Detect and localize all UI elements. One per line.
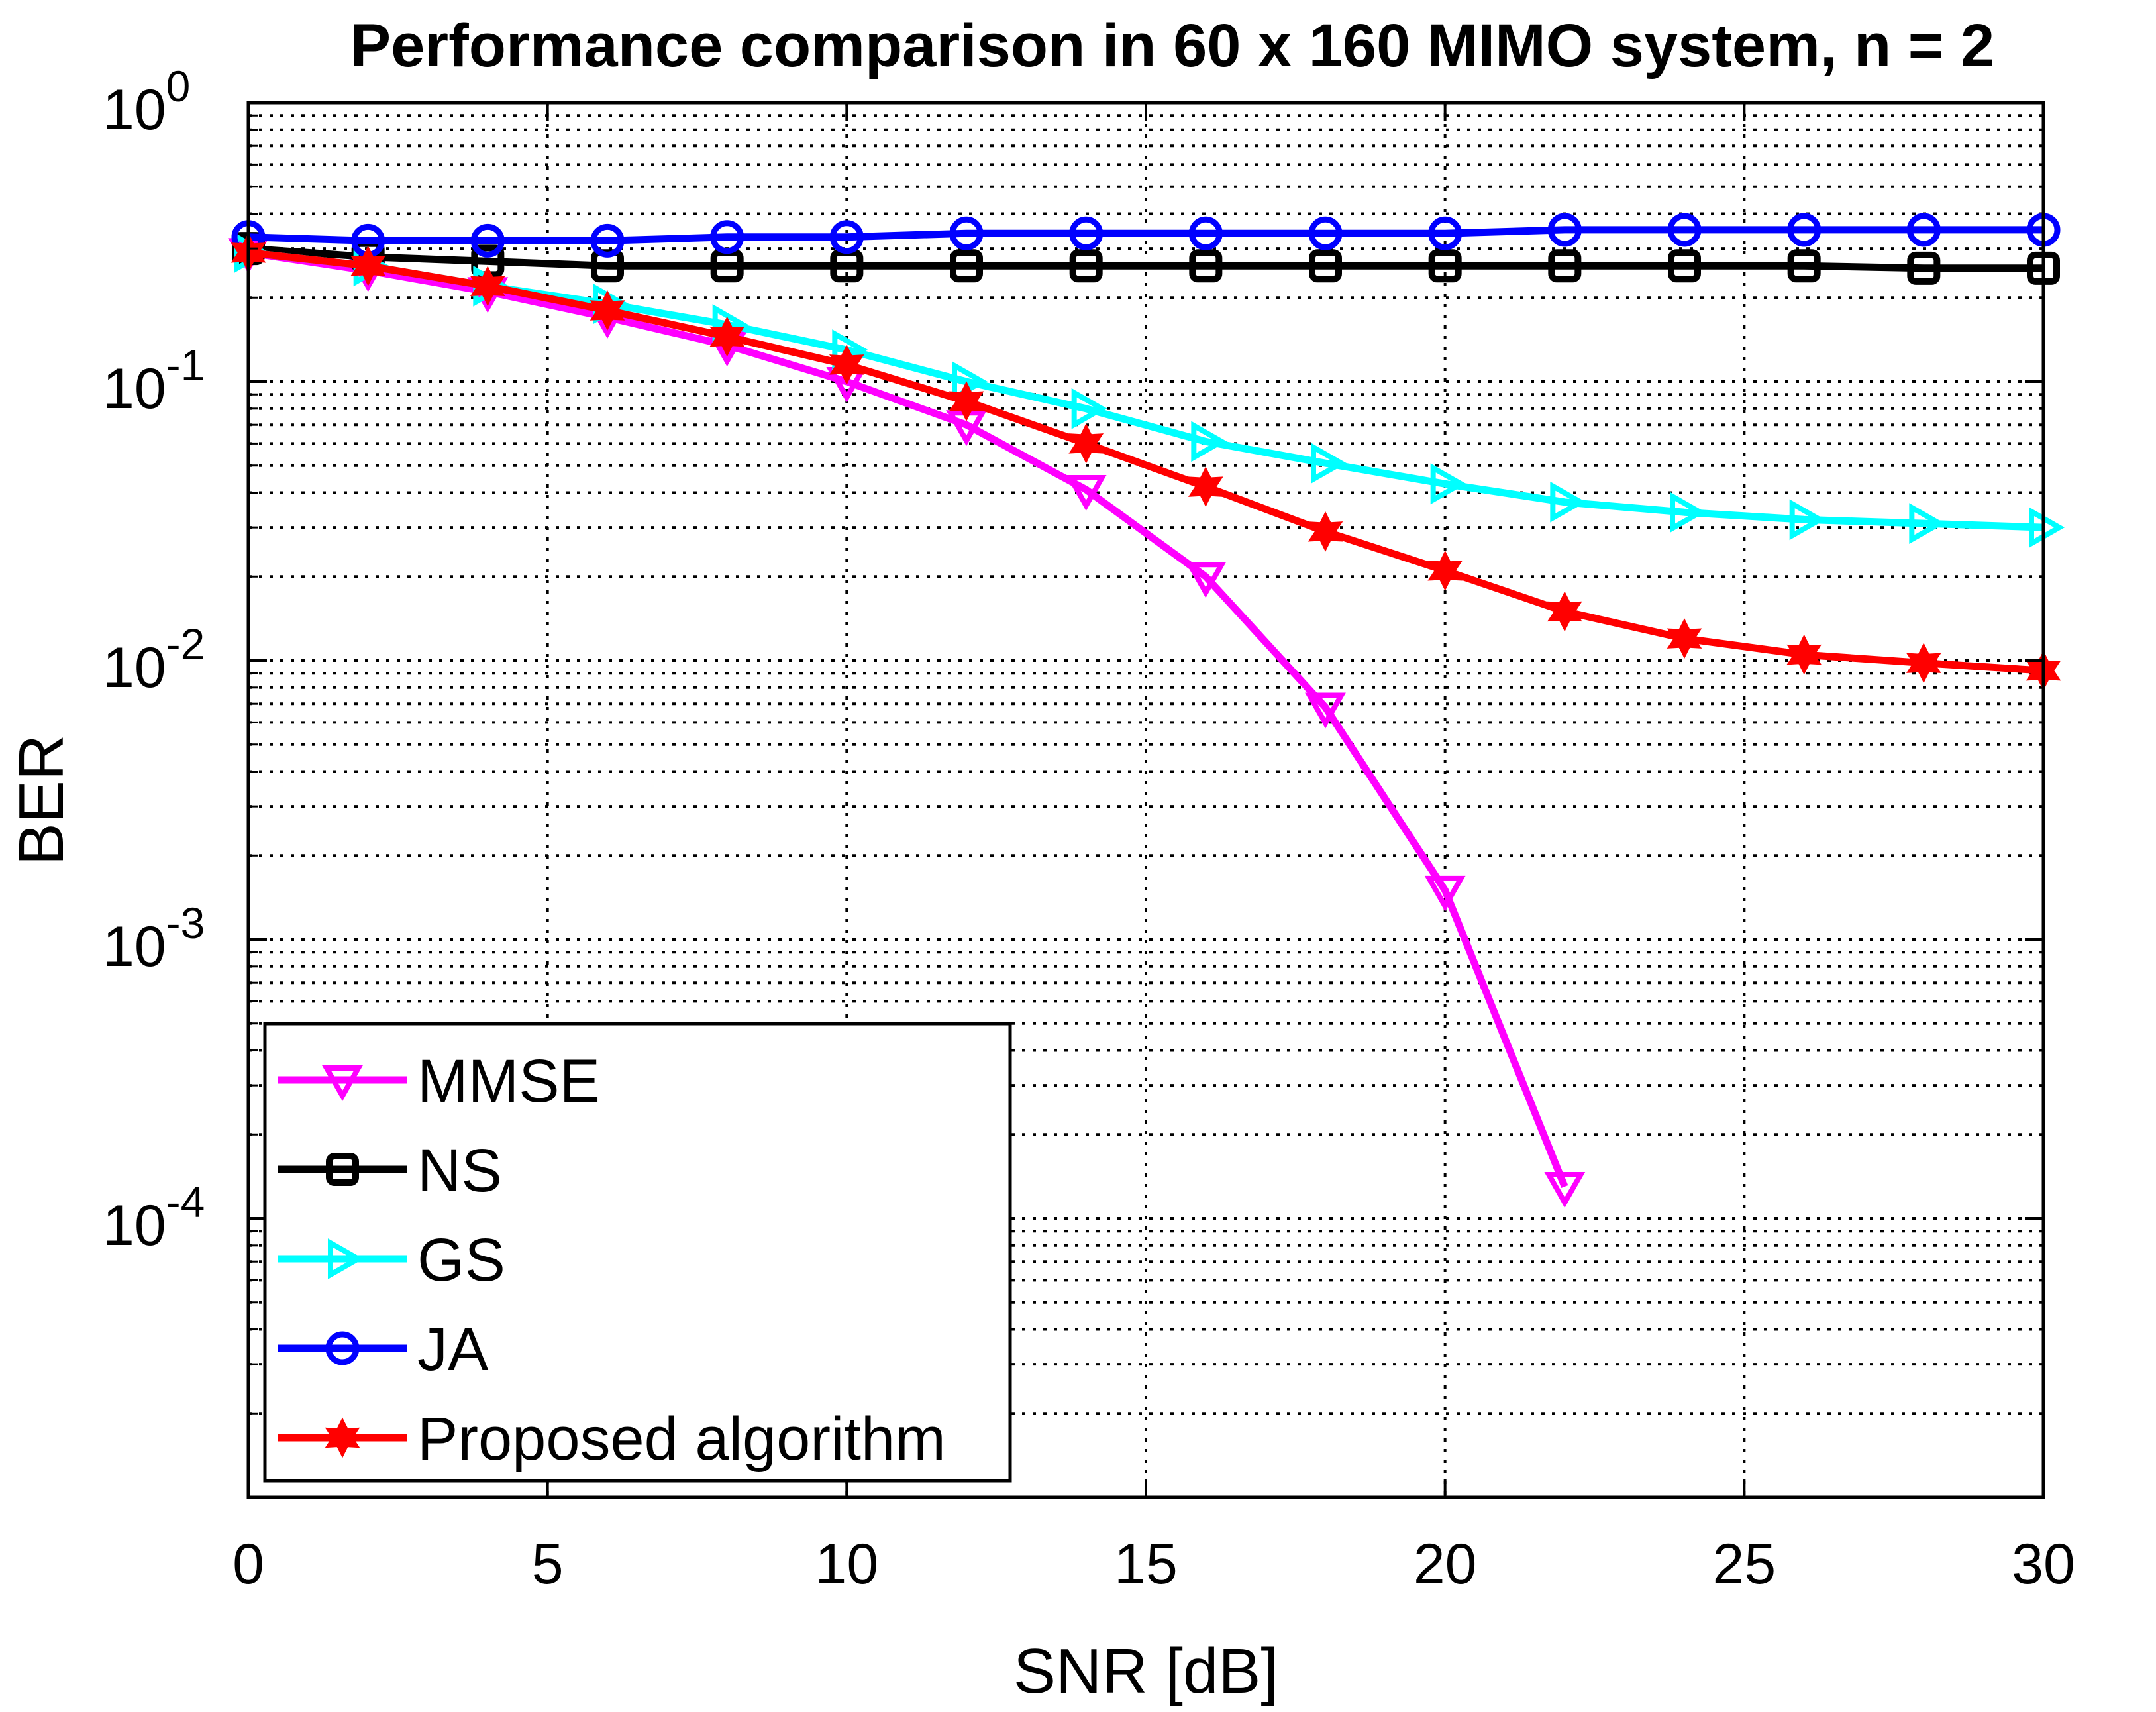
y-tick-label: 10-2 [103, 619, 205, 700]
series-layer [228, 213, 2065, 1208]
y-tick-label: 100 [103, 62, 190, 142]
x-tick-label: 5 [532, 1532, 564, 1596]
series-proposed-algorithm [231, 232, 2061, 691]
legend-marker [322, 1065, 363, 1102]
legend-marker [328, 1238, 364, 1279]
data-point [949, 381, 984, 422]
legend-marker [325, 1331, 360, 1365]
y-tick-label: 10-4 [103, 1177, 205, 1257]
data-point [1906, 643, 1941, 684]
data-point [829, 220, 864, 254]
data-point [1906, 213, 1941, 247]
data-point [2029, 507, 2065, 549]
data-point [1189, 249, 1223, 283]
legend-item: JA [278, 1316, 489, 1383]
data-point [590, 290, 625, 331]
legend-item: Proposed algorithm [278, 1405, 946, 1473]
data-point [470, 223, 505, 258]
series-line [248, 226, 2043, 244]
data-point [1547, 213, 1582, 247]
legend-label: GS [417, 1226, 505, 1294]
series-ja [231, 213, 2061, 258]
chart-title: Performance comparison in 60 x 160 MIMO … [350, 12, 1994, 80]
data-point [1188, 216, 1223, 250]
legend-label: Proposed algorithm [417, 1405, 946, 1473]
data-point [1547, 591, 1582, 632]
data-point [1667, 213, 1702, 247]
data-point [1427, 550, 1463, 591]
data-point [1909, 503, 1945, 545]
data-point [1430, 463, 1466, 505]
data-point [1670, 492, 1706, 533]
data-point [1544, 1172, 1586, 1208]
data-point [709, 316, 745, 357]
data-point [1668, 249, 1701, 283]
legend-item: MMSE [278, 1047, 600, 1115]
data-point [1308, 511, 1343, 552]
data-point [1786, 634, 1822, 675]
x-tick-label: 25 [1712, 1532, 1776, 1596]
data-point [1309, 249, 1342, 283]
data-point [1305, 692, 1346, 729]
x-tick-label: 10 [815, 1532, 878, 1596]
data-point [1188, 466, 1223, 508]
legend-label: NS [417, 1137, 502, 1204]
data-point [1548, 249, 1582, 283]
data-point [1308, 216, 1343, 250]
data-point [1907, 251, 1941, 285]
data-point [829, 344, 864, 385]
x-tick-label: 15 [1114, 1532, 1178, 1596]
x-tick-label: 30 [2012, 1532, 2075, 1596]
legend-label: MMSE [417, 1047, 600, 1115]
data-point [1667, 618, 1702, 659]
data-point [1065, 475, 1107, 511]
data-point [1428, 216, 1463, 250]
data-point [949, 216, 984, 250]
data-point [1424, 875, 1466, 912]
data-point [1069, 216, 1104, 250]
data-point [1071, 388, 1107, 429]
data-point [710, 220, 744, 254]
legend-box [263, 1022, 1012, 1483]
data-point [950, 249, 983, 283]
series-line [248, 248, 2044, 674]
data-point [1185, 562, 1227, 598]
legend-label: JA [417, 1316, 489, 1383]
y-axis-label: BER [6, 735, 77, 865]
data-point [1787, 249, 1821, 283]
data-point [1191, 421, 1227, 462]
y-tick-label: 10-3 [103, 898, 205, 979]
legend-marker [326, 1153, 359, 1186]
y-tick-label: 10-1 [103, 341, 205, 421]
data-point [470, 266, 505, 307]
data-point [1069, 249, 1103, 283]
legend-marker [325, 1417, 360, 1458]
series-line [248, 248, 1568, 1189]
data-point [590, 223, 625, 258]
x-axis-label: SNR [dB] [1013, 1636, 1278, 1707]
data-point [1787, 213, 1822, 247]
series-line [248, 244, 2043, 272]
data-point [350, 245, 386, 286]
legend-item: GS [278, 1226, 505, 1294]
axes-ticks: 0 5 10 15 20 25 30 100 10-1 10-2 10-3 10-4 [103, 62, 2075, 1596]
x-tick-label: 20 [1413, 1532, 1477, 1596]
data-point [1789, 499, 1825, 541]
data-point [1311, 443, 1347, 484]
legend: MMSE NS GS JA Proposed algorithm [263, 1022, 1012, 1483]
x-tick-label: 0 [232, 1532, 264, 1596]
data-point [1428, 249, 1462, 283]
legend-item: NS [278, 1137, 502, 1204]
data-point [1068, 423, 1104, 464]
data-point [1550, 481, 1586, 523]
